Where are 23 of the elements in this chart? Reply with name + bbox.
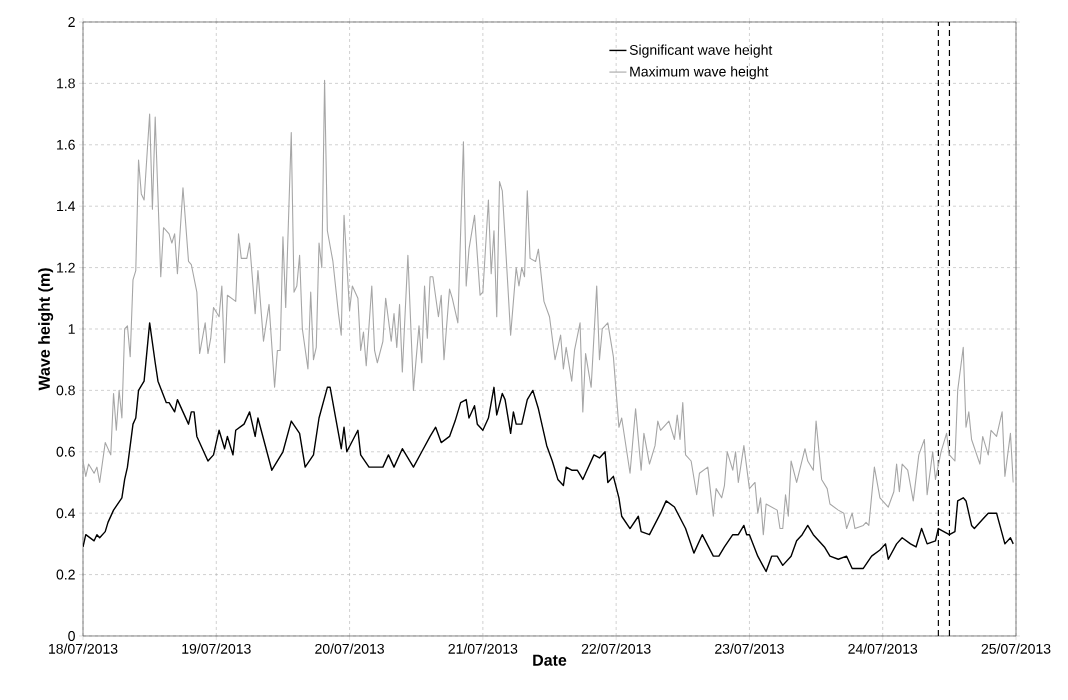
y-tick-label: 0.6 xyxy=(56,446,75,457)
y-tick-label: 0.4 xyxy=(56,508,76,519)
x-tick-label: 19/07/2013 xyxy=(182,643,251,654)
x-tick-label: 20/07/2013 xyxy=(315,643,384,654)
x-tick-label: 24/07/2013 xyxy=(848,643,918,654)
y-tick-label: 0.8 xyxy=(56,385,75,396)
y-tick-label: 0.2 xyxy=(56,569,75,580)
x-tick-label: 23/07/2013 xyxy=(715,643,784,654)
y-tick-label: 0 xyxy=(68,631,75,641)
y-tick-label: 1 xyxy=(68,324,75,334)
x-tick-label: 21/07/2013 xyxy=(448,643,518,654)
x-tick-label: 25/07/2013 xyxy=(981,643,1051,654)
legend-label: Maximum wave height xyxy=(630,66,769,80)
y-tick-label: 1.4 xyxy=(57,201,76,211)
y-tick-label: 2 xyxy=(68,17,75,27)
legend-label: Significant wave height xyxy=(629,44,773,58)
x-tick-label: 22/07/2013 xyxy=(581,643,651,654)
x-axis-title: Date xyxy=(533,654,567,666)
y-tick-label: 1.6 xyxy=(57,139,75,150)
x-tick-label: 18/07/2013 xyxy=(49,643,118,654)
y-tick-label: 1.8 xyxy=(57,78,75,89)
y-axis-title: Wave height (m) xyxy=(38,268,54,391)
y-tick-label: 1.2 xyxy=(57,262,75,273)
